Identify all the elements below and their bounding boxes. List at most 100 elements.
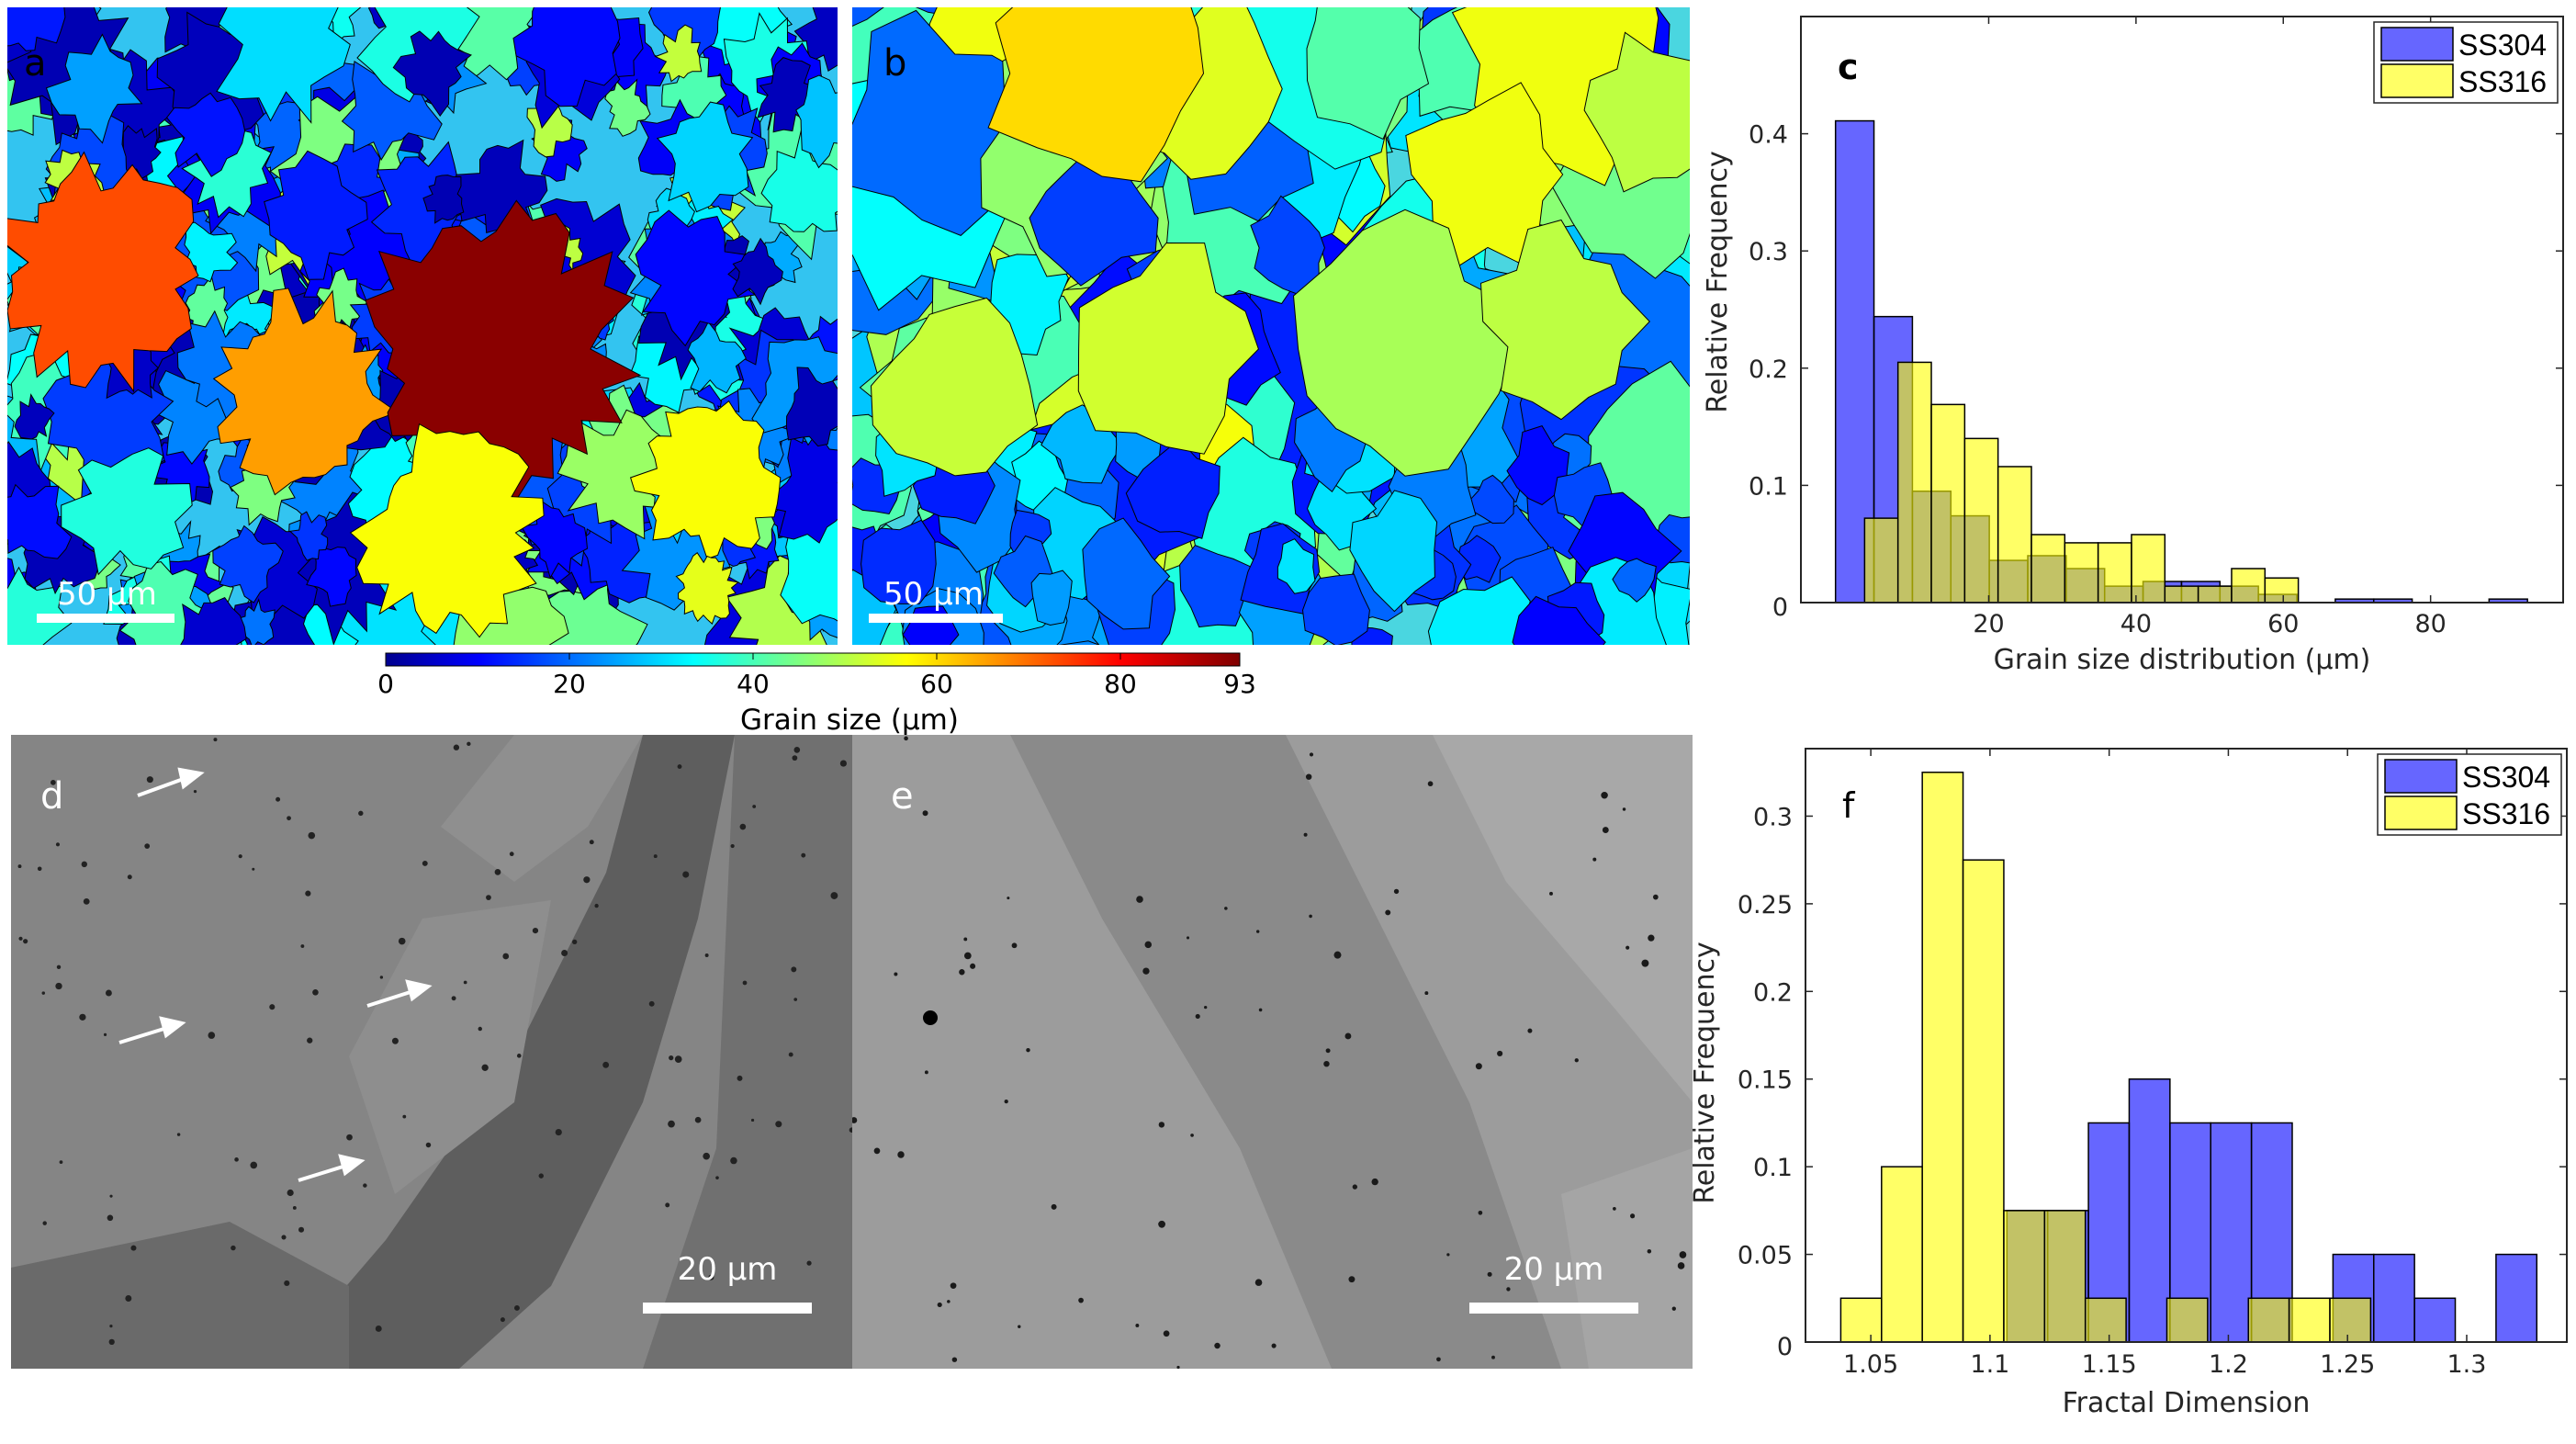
- bar-ss304: [2210, 1122, 2253, 1343]
- pore-dot: [358, 810, 364, 817]
- pore-dot: [1652, 894, 1659, 900]
- pore-dot: [238, 854, 242, 859]
- pore-dot: [703, 1152, 711, 1160]
- pore-dot: [1427, 781, 1434, 787]
- y-tick-label: 0.3: [1749, 238, 1788, 266]
- x-tick-label: 1.3: [2447, 1350, 2487, 1379]
- x-tick-label: 40: [2120, 610, 2152, 638]
- legend-label: SS304: [2458, 28, 2547, 62]
- pore-dot: [1679, 1251, 1687, 1258]
- pore-dot: [1622, 807, 1626, 811]
- large-grain: [1292, 209, 1516, 477]
- pore-dot: [752, 805, 757, 808]
- pore-dot: [55, 842, 61, 847]
- pore-dot: [924, 1070, 928, 1075]
- y-tick-label: 0: [1772, 593, 1788, 622]
- pore-dot: [391, 1037, 399, 1044]
- pore-dot: [1677, 1262, 1685, 1269]
- pore-dot: [775, 1121, 782, 1128]
- pore-dot: [467, 741, 471, 747]
- pore-dot: [281, 1235, 287, 1240]
- pore-dot: [1436, 1357, 1441, 1362]
- pore-dot: [793, 998, 798, 1001]
- panel-label-e: e: [891, 775, 914, 818]
- axes-box: [1805, 748, 2568, 1343]
- pore-dot: [17, 864, 22, 869]
- panel-label-b: b: [883, 42, 906, 85]
- pore-dot: [422, 860, 428, 866]
- x-tick-label: 1.1: [1970, 1350, 2009, 1379]
- pore-dot: [500, 1317, 505, 1323]
- pore-dot: [1325, 1048, 1331, 1054]
- pore-dot: [1142, 967, 1150, 975]
- bar-ss316: [2264, 577, 2300, 604]
- grain: [1349, 490, 1438, 613]
- panel-d-sem-image: 20 µm d: [11, 735, 852, 1369]
- pore-dot: [1190, 1134, 1194, 1137]
- colorbar-gradient: [385, 652, 1241, 667]
- chart-f-fractal-dimension-histogram: 1.05 1.1 1.15 1.2 1.25 1.3 0 0.05 0.1 0.15 0.2 0.25…: [1689, 748, 2568, 1419]
- grain: [1512, 595, 1606, 645]
- pore-dot: [1135, 1324, 1140, 1327]
- colorbar-tick-label: 40: [737, 669, 770, 699]
- pore-dot: [970, 963, 976, 969]
- pore-dot: [398, 937, 406, 945]
- pore-dot: [509, 852, 514, 857]
- pore-dot: [56, 965, 62, 970]
- pore-dot: [682, 871, 690, 878]
- grain: [216, 7, 351, 124]
- pore-dot: [1158, 1220, 1165, 1228]
- bar-ss316: [2164, 585, 2199, 604]
- pore-dot: [538, 1173, 544, 1179]
- panel-label-f: f: [1842, 785, 1856, 826]
- pore-dot: [1214, 1342, 1221, 1349]
- bar-ss316: [1997, 466, 2032, 604]
- pore-dot: [1051, 1203, 1057, 1210]
- pore-dot: [312, 989, 319, 996]
- grain: [61, 447, 193, 576]
- pore-dot: [737, 1075, 743, 1081]
- pore-dot: [109, 1324, 113, 1328]
- bar-ss316: [2030, 534, 2066, 604]
- bar-ss316: [2097, 542, 2132, 604]
- pore-dot: [653, 854, 658, 859]
- pore-dot: [307, 1037, 313, 1044]
- grain: [785, 367, 838, 447]
- pore-dot: [1333, 951, 1342, 959]
- pore-dot: [1158, 1122, 1165, 1128]
- grain: [212, 525, 284, 604]
- y-tick-label: 0.4: [1749, 121, 1788, 150]
- x-tick-label: 80: [2414, 610, 2446, 638]
- grain: [7, 483, 73, 559]
- y-axis-label: Relative Frequency: [1702, 151, 1734, 413]
- grain: [795, 74, 838, 169]
- pore-dot: [947, 1300, 951, 1303]
- pore-dot: [1630, 1213, 1636, 1219]
- y-tick-label: 0.1: [1753, 1154, 1793, 1182]
- pore-dot: [669, 1055, 674, 1061]
- pore-dot: [742, 980, 748, 986]
- bar-ss316: [1863, 517, 1899, 604]
- y-axis-label: Relative Frequency: [1689, 942, 1721, 1204]
- pore-dot: [1641, 959, 1649, 967]
- grain: [1306, 7, 1430, 141]
- pore-dot: [125, 1295, 132, 1302]
- grain: [264, 150, 368, 280]
- pore-dot: [1371, 1178, 1378, 1186]
- pore-dot: [950, 1282, 957, 1290]
- pore-dot: [1305, 773, 1312, 780]
- y-tick-label: 0: [1777, 1333, 1793, 1361]
- pore-dot: [1007, 897, 1010, 900]
- bar-ss316: [1930, 403, 1966, 604]
- colorbar-tick-label: 20: [553, 669, 586, 699]
- colorbar-tick-label: 80: [1104, 669, 1137, 699]
- pore-dot: [234, 1157, 239, 1162]
- pore-dot: [1549, 891, 1553, 896]
- pore-dot: [103, 1032, 107, 1036]
- large-grain: [1479, 219, 1650, 421]
- bar-ss316: [2197, 585, 2233, 604]
- pore-dot: [41, 991, 46, 995]
- pore-dot: [494, 869, 501, 875]
- grain: [861, 519, 937, 604]
- pore-dot: [750, 1118, 755, 1122]
